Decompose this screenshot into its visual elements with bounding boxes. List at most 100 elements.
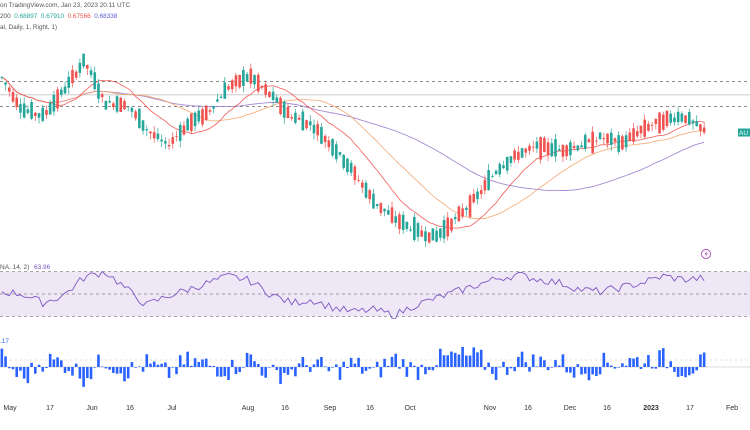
candle-body: [227, 86, 230, 90]
momentum-bar: [453, 352, 457, 367]
candle-body: [152, 132, 156, 139]
momentum-bar: [446, 355, 450, 367]
momentum-bar: [108, 367, 111, 370]
momentum-bar: [357, 357, 360, 367]
candle-body: [446, 217, 450, 237]
momentum-bar: [543, 360, 546, 367]
momentum-bar: [60, 360, 63, 367]
candle-body: [223, 82, 227, 99]
candle-body: [290, 117, 293, 119]
candle-body: [699, 124, 702, 131]
momentum-bar: [334, 364, 338, 367]
candle-body: [349, 162, 353, 173]
candle-body: [539, 137, 542, 160]
candle-body: [654, 118, 658, 125]
candle-body: [461, 208, 464, 217]
momentum-bar: [286, 367, 290, 375]
candle-body: [420, 230, 424, 237]
momentum-bar: [639, 367, 643, 369]
candle-body: [360, 182, 364, 188]
momentum-bar: [33, 367, 37, 374]
momentum-bar: [621, 363, 624, 367]
momentum-bar: [676, 367, 680, 377]
price-tag-group: AU: [738, 128, 750, 137]
candle-body: [431, 228, 435, 241]
momentum-bar: [282, 367, 286, 373]
momentum-bar: [546, 367, 550, 371]
candle-body: [305, 120, 308, 129]
candle-body: [498, 163, 502, 175]
momentum-bar: [595, 367, 598, 377]
ma-ohlc-line: 200 0.68897 0.67910 0.67566 0.68338: [0, 13, 117, 20]
momentum-bar: [673, 367, 676, 372]
rsi-label: NA, 14, 2): [0, 264, 29, 271]
candle-body: [494, 170, 498, 175]
momentum-bar: [539, 356, 542, 367]
candle-body: [86, 64, 89, 69]
x-tick-label: 2023: [643, 405, 659, 412]
momentum-bar: [74, 363, 78, 367]
momentum-bar: [583, 367, 587, 374]
momentum-bar: [264, 367, 267, 378]
momentum-bar: [569, 367, 572, 373]
x-tick-label: Aug: [242, 405, 255, 412]
candle-body: [156, 133, 160, 140]
momentum-bar: [100, 366, 104, 368]
candle-body: [401, 214, 405, 231]
ohlc-open: 0.68897: [14, 13, 38, 20]
candle-body: [635, 131, 639, 137]
candle-body: [234, 75, 238, 87]
candle-body: [160, 139, 163, 142]
momentum-bar: [398, 367, 401, 369]
momentum-bar: [401, 359, 405, 367]
candle-body: [561, 144, 565, 157]
momentum-bar: [435, 365, 438, 367]
candle-body: [439, 228, 442, 238]
candle-body: [182, 125, 186, 135]
momentum-bar: [468, 355, 472, 367]
momentum-bar: [613, 367, 617, 369]
x-tick-label: 16: [126, 405, 134, 412]
candle-body: [41, 107, 45, 121]
candle-body: [550, 143, 554, 157]
candle-body: [680, 113, 684, 122]
candle-body: [487, 170, 490, 191]
candle-body: [658, 112, 661, 134]
lightning-glyph: [704, 250, 708, 258]
x-tick-label: 16: [281, 405, 289, 412]
momentum-bar: [472, 347, 476, 367]
ohlc-low: 0.67566: [67, 13, 91, 20]
x-tick-label: 16: [603, 405, 611, 412]
candle-body: [212, 106, 215, 109]
momentum-bar: [245, 352, 249, 367]
indicator-line: al, Daily, 1, Right, 1): [0, 24, 57, 31]
momentum-bar: [312, 364, 316, 367]
candle-body: [331, 138, 334, 156]
momentum-bar: [531, 354, 535, 367]
momentum-bar: [320, 356, 323, 367]
candle-body: [669, 113, 673, 123]
candle-body: [338, 152, 342, 155]
momentum-bar: [643, 363, 646, 367]
x-tick-label: 17: [46, 405, 54, 412]
x-tick-label: Sep: [324, 405, 337, 412]
momentum-bar: [699, 354, 702, 367]
candle-body: [520, 148, 524, 158]
momentum-bar: [37, 364, 41, 367]
candle-body: [268, 91, 271, 97]
momentum-bar: [372, 367, 375, 368]
momentum-bar: [197, 361, 201, 367]
candle-body: [56, 89, 59, 109]
momentum-bar: [654, 367, 658, 369]
momentum-bar: [167, 367, 171, 378]
candle-body: [587, 139, 591, 143]
momentum-bar: [141, 367, 145, 372]
candle-body: [230, 80, 234, 90]
momentum-bar: [680, 367, 684, 376]
momentum-bar: [457, 354, 461, 367]
x-tick-label: Dec: [564, 405, 577, 412]
candle-body: [320, 127, 323, 144]
momentum-bar: [483, 367, 487, 370]
candle-body: [89, 70, 93, 76]
